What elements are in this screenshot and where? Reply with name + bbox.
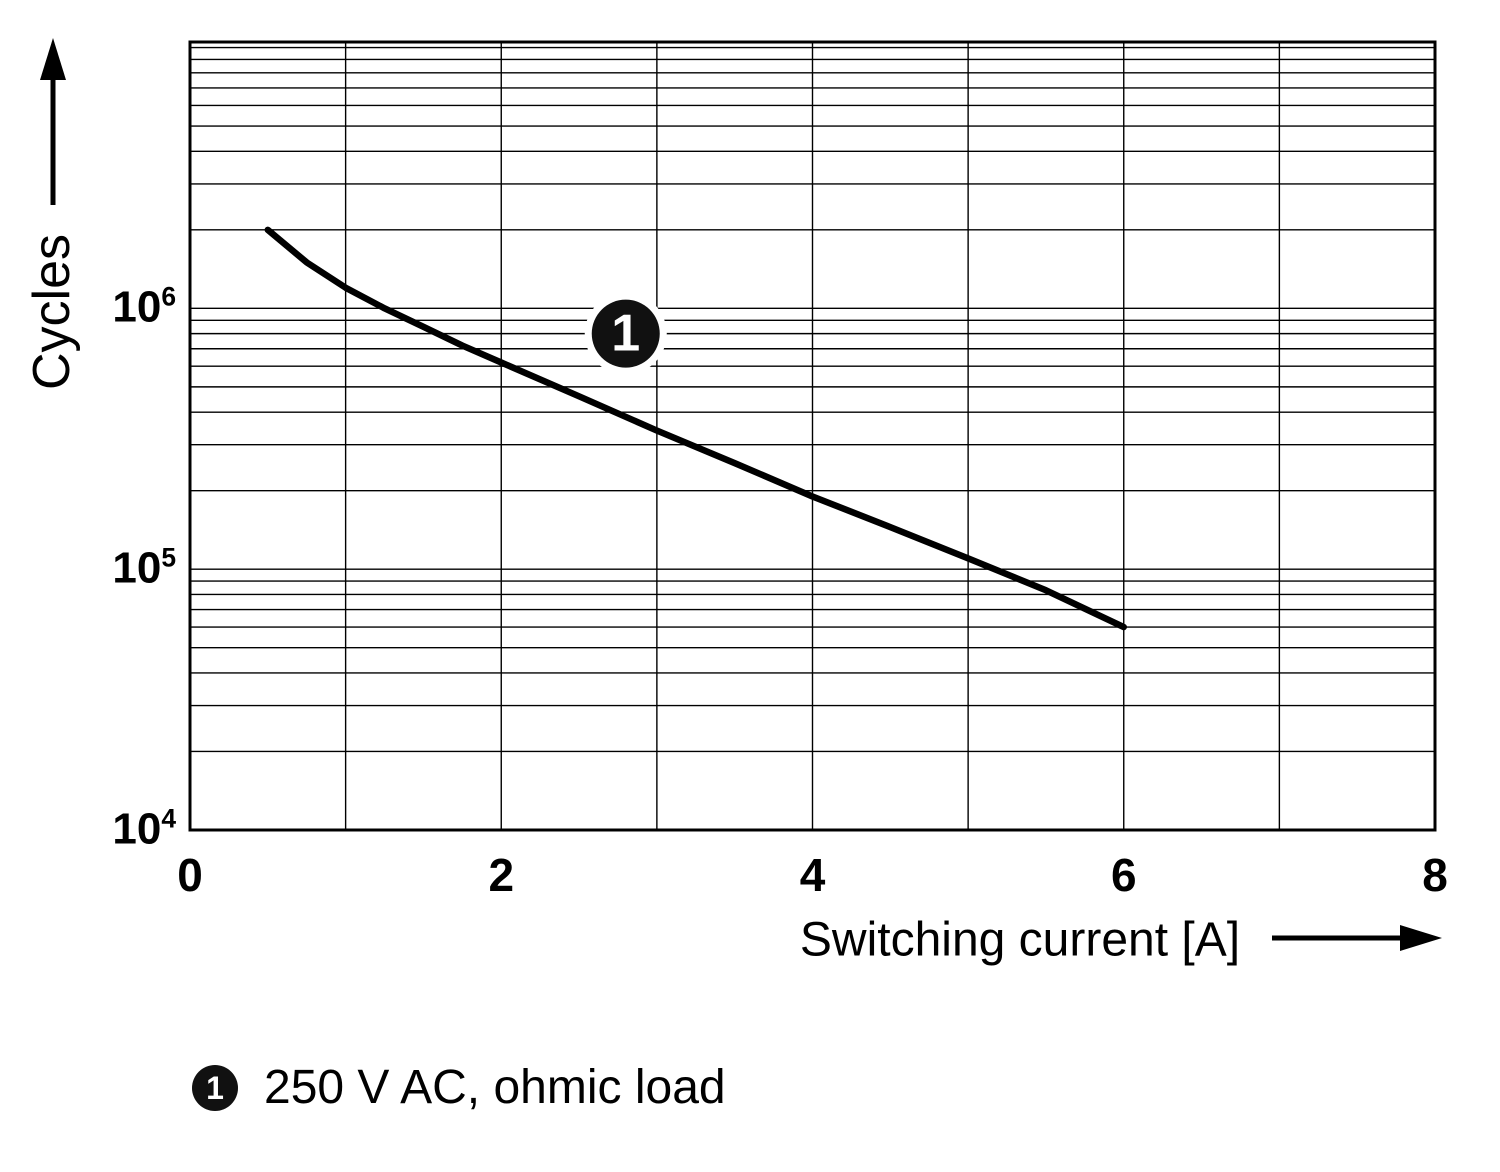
curve-1 (264, 226, 1127, 631)
curve-label-number: 1 (611, 305, 640, 363)
x-axis-arrow-icon (1400, 925, 1442, 951)
y-axis-arrow-icon (40, 38, 66, 80)
legend-curve-1-marker: 1 (192, 1064, 238, 1111)
curve-label-circle (591, 299, 660, 368)
x-axis-title: Switching current [A] (799, 913, 1241, 967)
legend: 1 250 V AC, ohmic load (192, 1060, 726, 1115)
legend-curve-1-label: 250 V AC, ohmic load (264, 1061, 726, 1114)
y-axis-title: Cycles (23, 233, 81, 391)
